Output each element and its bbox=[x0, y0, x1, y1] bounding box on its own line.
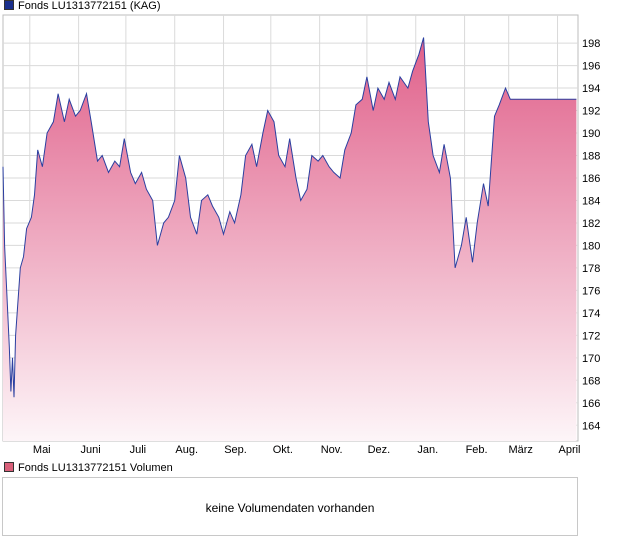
x-tick-label: März bbox=[508, 444, 532, 456]
x-axis-labels: Mai Juni Juli Aug. Sep. Okt. Nov. Dez. Jan. Feb. M… bbox=[33, 444, 581, 456]
price-legend-swatch bbox=[4, 0, 14, 10]
volume-legend-swatch bbox=[4, 462, 14, 472]
volume-legend: Fonds LU1313772151 Volumen bbox=[4, 462, 173, 474]
y-tick-label: 198 bbox=[582, 38, 600, 50]
y-tick-label: 186 bbox=[582, 173, 600, 185]
y-tick-label: 196 bbox=[582, 61, 600, 73]
y-tick-label: 164 bbox=[582, 420, 600, 432]
x-tick-label: Sep. bbox=[224, 444, 247, 456]
x-tick-label: Aug. bbox=[175, 444, 198, 456]
y-tick-label: 168 bbox=[582, 375, 600, 387]
y-tick-label: 172 bbox=[582, 330, 600, 342]
x-tick-label: Mai bbox=[33, 444, 51, 456]
x-tick-label: Juli bbox=[130, 444, 147, 456]
x-tick-label: Dez. bbox=[368, 444, 391, 456]
price-chart: 164 166 168 170 172 174 176 178 180 182 184 186 188 1… bbox=[2, 14, 600, 456]
y-tick-label: 194 bbox=[582, 83, 600, 95]
volume-legend-label: Fonds LU1313772151 Volumen bbox=[18, 462, 173, 474]
x-tick-label: Feb. bbox=[466, 444, 488, 456]
x-tick-label: Okt. bbox=[273, 444, 293, 456]
y-axis-labels: 164 166 168 170 172 174 176 178 180 182 184 186 188 1… bbox=[582, 38, 600, 432]
y-tick-label: 174 bbox=[582, 308, 600, 320]
y-tick-label: 180 bbox=[582, 240, 600, 252]
y-tick-label: 190 bbox=[582, 128, 600, 140]
price-legend: Fonds LU1313772151 (KAG) bbox=[4, 0, 160, 12]
price-area-fill bbox=[3, 37, 577, 441]
price-legend-label: Fonds LU1313772151 (KAG) bbox=[18, 0, 161, 12]
y-tick-label: 192 bbox=[582, 106, 600, 118]
x-tick-label: Jan. bbox=[417, 444, 438, 456]
y-tick-label: 184 bbox=[582, 195, 600, 207]
x-tick-label: Juni bbox=[81, 444, 101, 456]
y-tick-label: 170 bbox=[582, 353, 600, 365]
y-tick-label: 182 bbox=[582, 218, 600, 230]
x-tick-label: April bbox=[559, 444, 581, 456]
y-tick-label: 188 bbox=[582, 151, 600, 163]
y-tick-label: 176 bbox=[582, 285, 600, 297]
y-tick-label: 178 bbox=[582, 263, 600, 275]
volume-panel: keine Volumendaten vorhanden bbox=[2, 477, 578, 536]
x-tick-label: Nov. bbox=[321, 444, 343, 456]
y-tick-label: 166 bbox=[582, 398, 600, 410]
no-volume-message: keine Volumendaten vorhanden bbox=[205, 501, 375, 515]
price-line bbox=[2, 37, 577, 398]
